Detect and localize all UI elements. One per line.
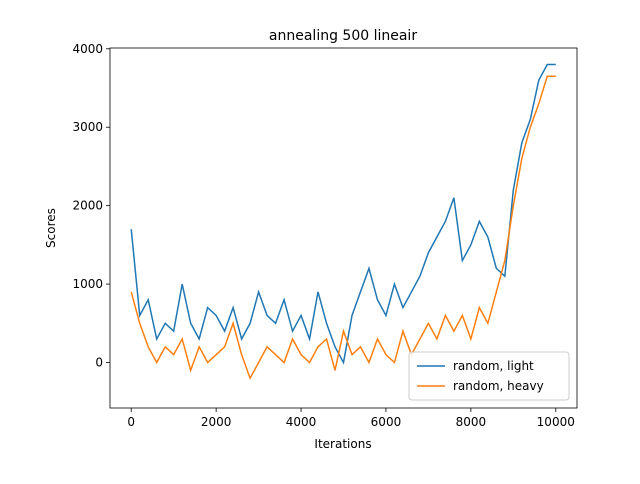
y-tick-label: 1000	[72, 277, 103, 291]
legend-box	[408, 351, 570, 401]
legend-label: random, light	[453, 359, 534, 373]
y-tick-label: 2000	[72, 199, 103, 213]
x-tick-label: 4000	[286, 415, 317, 429]
x-axis-label: Iterations	[314, 437, 371, 451]
y-tick-label: 4000	[72, 42, 103, 56]
chart-title: annealing 500 lineair	[269, 28, 417, 44]
x-tick-label: 10000	[537, 415, 575, 429]
axes-frame	[109, 47, 578, 409]
line-series	[130, 63, 556, 365]
y-tick-label: 0	[95, 356, 103, 370]
x-tick-label: 2000	[201, 415, 232, 429]
y-axis-label: Scores	[44, 208, 58, 248]
y-tick-label: 3000	[72, 120, 103, 134]
x-tick-label: 0	[127, 415, 135, 429]
line-series	[130, 75, 556, 381]
x-tick-label: 8000	[456, 415, 487, 429]
plot-area	[130, 63, 556, 381]
legend-label: random, heavy	[453, 379, 544, 393]
x-tick-label: 6000	[371, 415, 402, 429]
